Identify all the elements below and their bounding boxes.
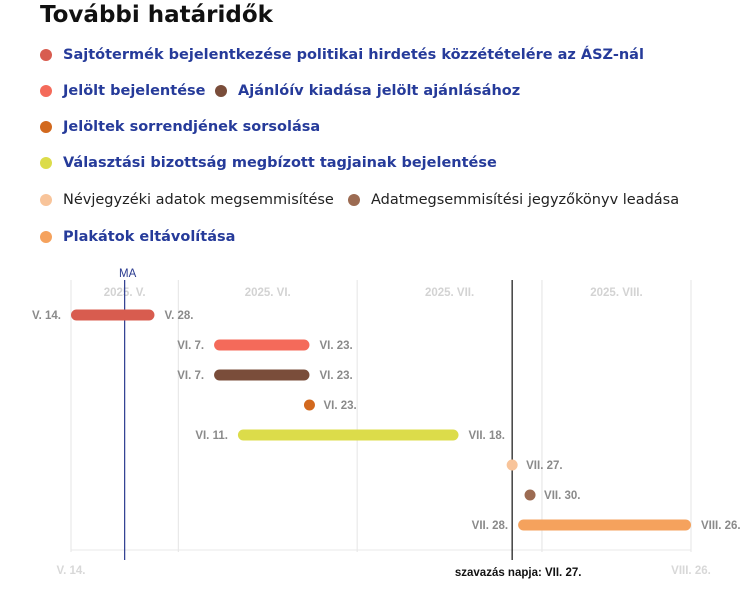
task-start-label: VI. 7. — [177, 340, 204, 352]
legend-item[interactable]: Sajtótermék bejelentkezése politikai hir… — [40, 47, 644, 63]
task-end-label: VIII. 26. — [701, 520, 741, 532]
range-start-label: V. 14. — [57, 565, 86, 577]
legend-marker — [40, 157, 52, 169]
legend-marker — [215, 85, 227, 97]
task-end-label: V. 28. — [164, 310, 193, 322]
legend-item[interactable]: Jelölt bejelentése — [40, 83, 206, 99]
legend-label: Sajtótermék bejelentkezése politikai hir… — [63, 47, 644, 63]
task-start-label: VII. 28. — [472, 520, 508, 532]
task-end-label: VI. 23. — [319, 370, 352, 382]
task-end-label: VI. 23. — [323, 400, 356, 412]
task-end-label: VII. 30. — [544, 490, 580, 502]
legend-item[interactable]: Névjegyzéki adatok megsemmisítése — [40, 192, 334, 208]
task-start-label: VI. 7. — [177, 370, 204, 382]
legend: Sajtótermék bejelentkezése politikai hir… — [0, 0, 742, 255]
legend-marker — [40, 121, 52, 133]
election-label: szavazás napja: VII. 27. — [455, 567, 582, 579]
legend-item[interactable]: Jelöltek sorrendjének sorsolása — [40, 119, 320, 135]
task-end-label: VII. 18. — [469, 430, 505, 442]
legend-item[interactable]: Adatmegsemmisítési jegyzőkönyv leadása — [348, 192, 679, 208]
legend-marker — [40, 194, 52, 206]
task-bar — [237, 429, 459, 441]
month-label: 2025. VIII. — [590, 287, 642, 299]
page-title: További határidők — [40, 2, 273, 28]
legend-label: Adatmegsemmisítési jegyzőkönyv leadása — [371, 192, 680, 208]
range-end-label: VIII. 26. — [671, 565, 711, 577]
task-bar — [71, 309, 155, 321]
task-milestone — [524, 489, 536, 501]
gantt-chart: 2025. V. 2025. VI. 2025. VII. 2025. VIII.MA… — [32, 268, 741, 579]
today-label: MA — [119, 268, 137, 280]
task-end-label: VII. 27. — [526, 460, 562, 472]
task-start-label: VI. 11. — [195, 430, 228, 442]
month-label: 2025. VII. — [425, 287, 474, 299]
task-start-label: V. 14. — [32, 310, 61, 322]
month-label: 2025. VI. — [245, 287, 291, 299]
legend-item[interactable]: Ajánlóív kiadása jelölt ajánlásához — [215, 83, 520, 99]
legend-label: Névjegyzéki adatok megsemmisítése — [63, 192, 334, 208]
task-milestone — [303, 399, 315, 411]
legend-label: Választási bizottság megbízott tagjainak… — [63, 155, 497, 171]
task-end-label: VI. 23. — [319, 340, 352, 352]
legend-marker — [40, 231, 52, 243]
legend-marker — [348, 194, 360, 206]
task-bar — [518, 519, 691, 531]
legend-label: Plakátok eltávolítása — [63, 229, 236, 245]
legend-item[interactable]: Választási bizottság megbízott tagjainak… — [40, 155, 497, 171]
task-milestone — [506, 459, 518, 471]
legend-label: Jelölt bejelentése — [63, 83, 206, 99]
legend-label: Ajánlóív kiadása jelölt ajánlásához — [238, 83, 521, 99]
legend-marker — [40, 49, 52, 61]
task-bar — [214, 369, 310, 381]
legend-label: Jelöltek sorrendjének sorsolása — [63, 119, 321, 135]
task-bar — [214, 339, 310, 351]
legend-marker — [40, 85, 52, 97]
legend-item[interactable]: Plakátok eltávolítása — [40, 229, 235, 245]
